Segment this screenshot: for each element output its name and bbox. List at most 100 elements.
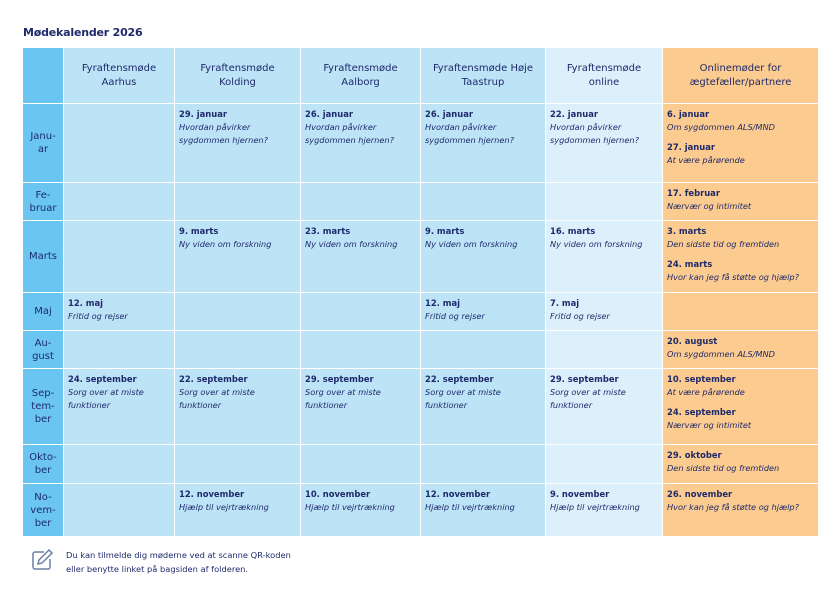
meeting-event: 29. september Sorg over at miste funktion…	[305, 373, 416, 412]
meeting-event: 29. januar Hvordan påvirker sygdommen hje…	[179, 108, 296, 147]
calendar-cell: 29. oktober Den sidste tid og fremtiden	[662, 444, 819, 484]
meeting-date: 29. september	[550, 374, 619, 384]
column-header: Fyraftensmøde Høje Taastrup	[420, 47, 546, 104]
month-label: Fe- bruar	[22, 182, 64, 221]
meeting-topic: Ny viden om forskning	[550, 239, 643, 249]
meeting-date: 27. januar	[667, 142, 715, 152]
meeting-event: 24. september Nærvær og intimitet	[667, 406, 814, 432]
meeting-topic: Hjælp til vejrtrækning	[179, 502, 269, 512]
meeting-event: 7. maj Fritid og rejser	[550, 297, 658, 323]
meeting-event: 22. september Sorg over at miste funktion…	[425, 373, 541, 412]
month-row: Janu- ar 29. januar Hvordan påvirker sygdo…	[22, 103, 819, 183]
column-header: Fyraftensmøde online	[545, 47, 663, 104]
month-label: No- vem- ber	[22, 483, 64, 537]
meeting-topic: Fritid og rejser	[68, 311, 128, 321]
meeting-event: 12. november Hjælp til vejrtrækning	[179, 488, 296, 514]
month-row: Au- gust 20. august Om sygdommen ALS/MND	[22, 330, 819, 369]
meeting-topic: Sorg over at miste funktioner	[305, 387, 381, 410]
calendar-cell: 22. september Sorg over at miste funktion…	[174, 368, 301, 445]
calendar-cell: 10. september At være pårørende 24. septem…	[662, 368, 819, 445]
meeting-date: 29. oktober	[667, 450, 722, 460]
calendar-cell: 29. september Sorg over at miste funktion…	[545, 368, 663, 445]
meeting-event: 27. januar At være pårørende	[667, 141, 814, 167]
meeting-date: 7. maj	[550, 298, 580, 308]
meeting-date: 17. februar	[667, 188, 720, 198]
calendar-cell	[420, 330, 546, 369]
meeting-date: 12. maj	[425, 298, 461, 308]
meeting-date: 10. september	[667, 374, 736, 384]
meeting-date: 29. januar	[179, 109, 227, 119]
month-label: Okto- ber	[22, 444, 64, 484]
meeting-topic: Ny viden om forskning	[425, 239, 518, 249]
calendar-cell: 23. marts Ny viden om forskning	[300, 220, 421, 293]
calendar-cell: 29. september Sorg over at miste funktion…	[300, 368, 421, 445]
meeting-topic: At være pårørende	[667, 155, 745, 165]
meeting-event: 9. november Hjælp til vejrtrækning	[550, 488, 658, 514]
calendar-cell: 9. marts Ny viden om forskning	[174, 220, 301, 293]
meeting-topic: Hjælp til vejrtrækning	[305, 502, 395, 512]
meeting-topic: Nærvær og intimitet	[667, 420, 752, 430]
meeting-topic: Den sidste tid og fremtiden	[667, 239, 780, 249]
calendar-cell	[545, 444, 663, 484]
calendar-cell: 7. maj Fritid og rejser	[545, 292, 663, 331]
header-row: Fyraftensmøde Aarhus Fyraftensmøde Koldin…	[22, 47, 819, 104]
month-label: Marts	[22, 220, 64, 293]
meeting-date: 26. november	[667, 489, 733, 499]
meeting-event: 17. februar Nærvær og intimitet	[667, 187, 814, 213]
meeting-event: 22. september Sorg over at miste funktion…	[179, 373, 296, 412]
calendar-cell	[174, 444, 301, 484]
calendar-cell	[300, 292, 421, 331]
calendar-cell	[63, 103, 175, 183]
meeting-topic: Hvordan påvirker sygdommen hjernen?	[305, 122, 394, 145]
calendar-cell: 12. maj Fritid og rejser	[63, 292, 175, 331]
month-label: Janu- ar	[22, 103, 64, 183]
month-row: Okto- ber 29. oktober Den sidste tid og fr…	[22, 444, 819, 484]
meeting-topic: Fritid og rejser	[425, 311, 485, 321]
corner-cell	[22, 47, 64, 104]
calendar-cell	[63, 220, 175, 293]
meeting-event: 12. maj Fritid og rejser	[68, 297, 170, 323]
meeting-event: 9. marts Ny viden om forskning	[425, 225, 541, 251]
meeting-date: 24. marts	[667, 259, 713, 269]
meeting-event: 16. marts Ny viden om forskning	[550, 225, 658, 251]
calendar-cell: 12. november Hjælp til vejrtrækning	[420, 483, 546, 537]
page-title: Mødekalender 2026	[23, 26, 143, 39]
note-line-2: eller benytte linket på bagsiden af fold…	[66, 564, 249, 574]
meeting-date: 26. januar	[425, 109, 473, 119]
column-header: Fyraftensmøde Aarhus	[63, 47, 175, 104]
meeting-event: 9. marts Ny viden om forskning	[179, 225, 296, 251]
meeting-topic: Hjælp til vejrtrækning	[425, 502, 515, 512]
calendar-cell: 17. februar Nærvær og intimitet	[662, 182, 819, 221]
calendar-cell	[300, 182, 421, 221]
calendar-cell	[174, 182, 301, 221]
meeting-topic: Om sygdommen ALS/MND	[667, 349, 775, 359]
meeting-date: 9. november	[550, 489, 610, 499]
meeting-date: 3. marts	[667, 226, 707, 236]
calendar-cell	[63, 483, 175, 537]
calendar-cell: 29. januar Hvordan påvirker sygdommen hje…	[174, 103, 301, 183]
meeting-event: 24. september Sorg over at miste funktion…	[68, 373, 170, 412]
calendar-cell	[420, 444, 546, 484]
meeting-topic: Sorg over at miste funktioner	[179, 387, 255, 410]
calendar-cell: 24. september Sorg over at miste funktion…	[63, 368, 175, 445]
meeting-event: 29. september Sorg over at miste funktion…	[550, 373, 658, 412]
meeting-event: 10. september At være pårørende	[667, 373, 814, 399]
calendar-cell	[174, 292, 301, 331]
calendar-cell: 20. august Om sygdommen ALS/MND	[662, 330, 819, 369]
meeting-topic: Ny viden om forskning	[179, 239, 272, 249]
meeting-date: 24. september	[667, 407, 736, 417]
meeting-event: 12. november Hjælp til vejrtrækning	[425, 488, 541, 514]
meeting-calendar-table: Fyraftensmøde Aarhus Fyraftensmøde Koldin…	[22, 47, 819, 537]
meeting-event: 24. marts Hvor kan jeg få støtte og hjælp…	[667, 258, 814, 284]
calendar-cell	[63, 444, 175, 484]
meeting-topic: Hjælp til vejrtrækning	[550, 502, 640, 512]
meeting-topic: Hvordan påvirker sygdommen hjernen?	[550, 122, 639, 145]
meeting-date: 26. januar	[305, 109, 353, 119]
meeting-topic: Sorg over at miste funktioner	[425, 387, 501, 410]
meeting-date: 16. marts	[550, 226, 596, 236]
column-header: Fyraftensmøde Kolding	[174, 47, 301, 104]
calendar-cell: 22. januar Hvordan påvirker sygdommen hje…	[545, 103, 663, 183]
meeting-date: 9. marts	[179, 226, 219, 236]
meeting-event: 10. november Hjælp til vejrtrækning	[305, 488, 416, 514]
calendar-cell: 3. marts Den sidste tid og fremtiden 24. m…	[662, 220, 819, 293]
